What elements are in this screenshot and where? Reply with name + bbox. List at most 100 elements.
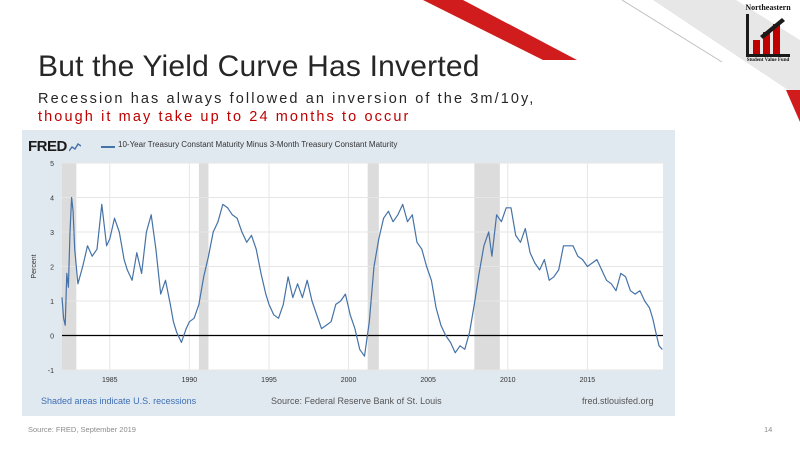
data-point [72,210,74,212]
data-point [260,273,262,274]
y-tick-label: 2 [50,265,54,272]
data-point [634,293,636,295]
red-corner [786,90,800,122]
fred-graph-icon [68,142,82,151]
gray-line [621,0,723,63]
data-point [181,342,182,343]
data-point [287,276,289,278]
data-point [402,204,404,205]
x-tick-label: 1990 [182,377,198,384]
data-point [251,235,252,236]
data-point [661,348,663,350]
y-tick-label: -1 [48,368,54,375]
data-point [491,255,493,257]
data-point [483,245,485,247]
data-point [265,293,267,295]
data-point [231,214,233,216]
data-point [591,262,593,264]
data-point [311,300,313,302]
y-axis-label: Percent [31,254,38,278]
data-point [321,328,322,329]
bar-chart-logo-icon [746,14,790,57]
data-point [445,335,447,336]
data-point [524,228,526,229]
x-tick-label: 2010 [500,377,516,384]
data-point [77,283,79,285]
data-point [501,221,502,223]
data-point [364,355,365,357]
data-point [615,290,617,292]
data-point [64,324,66,326]
fred-brand: FRED [28,138,67,155]
data-point [543,259,545,260]
data-point [160,293,162,295]
data-point [426,266,427,267]
data-point [652,317,654,319]
data-point [473,304,475,305]
data-point [450,342,451,343]
data-point [515,235,517,236]
data-point [505,207,507,209]
data-point [123,259,125,260]
data-point [101,204,103,205]
data-point [649,307,650,309]
logo-bottom-text: Student Value Fund [746,58,790,63]
data-point [464,348,466,350]
data-point [217,221,219,223]
fred-url[interactable]: fred.stlouisfed.org [582,396,654,406]
data-point [282,304,284,305]
source-note: Source: Federal Reserve Bank of St. Loui… [271,396,442,406]
logo-top-text: Northeastern [745,3,791,12]
data-point [106,245,107,247]
data-point [373,266,375,267]
x-tick-label: 2015 [580,377,596,384]
data-point [606,279,607,281]
data-point [193,317,195,319]
data-point [644,300,646,302]
data-point [91,255,93,257]
data-point [368,321,370,323]
data-point [114,217,115,219]
data-point [145,231,147,233]
data-point [469,331,470,333]
data-point [596,259,598,260]
data-point [66,273,68,274]
fred-logo: FRED [28,138,82,155]
data-point [658,345,660,347]
series-line [61,196,663,357]
data-point [620,273,622,274]
data-point [610,283,612,285]
data-point [330,321,332,323]
data-point [302,297,303,298]
subtitle-line-1: Recession has always followed an inversi… [38,91,536,107]
data-point [169,304,171,305]
data-point [582,259,584,260]
data-point [325,324,327,326]
data-point [63,317,64,319]
data-point [478,273,480,274]
data-point [71,197,72,198]
data-point [454,352,456,354]
data-point [203,276,205,278]
data-point [340,300,342,302]
data-point [586,266,588,267]
data-point [69,231,71,233]
x-tick-label: 1995 [261,377,277,384]
slide-title: But the Yield Curve Has Inverted [38,50,480,83]
data-point [278,317,279,319]
data-point [109,238,111,240]
data-point [567,245,569,247]
data-point [87,245,88,247]
y-tick-label: 3 [50,230,54,237]
data-point [354,328,356,329]
x-tick-label: 2000 [341,377,357,384]
data-point [440,324,442,326]
recession-note: Shaded areas indicate U.S. recessions [41,396,197,406]
legend-line-swatch [101,146,115,148]
data-point [430,279,432,281]
data-point [639,290,641,292]
data-point [572,245,574,247]
data-point [378,238,380,240]
y-tick-label: 5 [50,161,54,168]
data-point [67,286,69,288]
